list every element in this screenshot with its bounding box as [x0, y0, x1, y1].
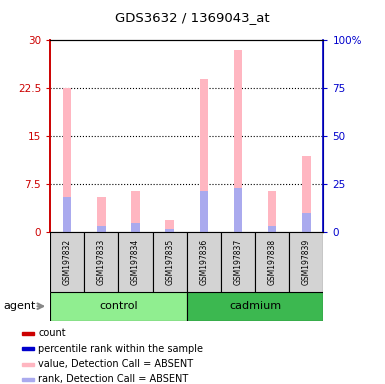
Bar [302, 156, 311, 232]
Bar [234, 50, 242, 232]
Bar [166, 220, 174, 232]
Bar [63, 197, 71, 232]
Bar [63, 88, 71, 232]
Text: GSM197836: GSM197836 [199, 239, 208, 285]
Bar [268, 226, 276, 232]
Bar [97, 226, 105, 232]
Text: agent: agent [4, 301, 36, 311]
Text: GSM197838: GSM197838 [268, 239, 277, 285]
Bar [22, 378, 33, 381]
Text: percentile rank within the sample: percentile rank within the sample [38, 344, 203, 354]
Text: value, Detection Call = ABSENT: value, Detection Call = ABSENT [38, 359, 193, 369]
Bar [50, 232, 84, 292]
Bar [22, 362, 33, 366]
Bar [289, 232, 323, 292]
Bar [131, 223, 140, 232]
Bar [50, 292, 187, 321]
Bar [187, 292, 323, 321]
Bar [221, 232, 255, 292]
Text: GSM197832: GSM197832 [63, 239, 72, 285]
Bar [97, 197, 105, 232]
Bar [199, 191, 208, 232]
Bar [152, 232, 187, 292]
Bar [166, 229, 174, 232]
Text: rank, Detection Call = ABSENT: rank, Detection Call = ABSENT [38, 374, 188, 384]
Text: count: count [38, 328, 65, 338]
Bar [187, 232, 221, 292]
Text: control: control [99, 301, 138, 311]
Text: GSM197833: GSM197833 [97, 239, 106, 285]
Bar [234, 187, 242, 232]
Bar [302, 213, 311, 232]
Bar [22, 332, 33, 335]
Bar [255, 232, 289, 292]
Text: GSM197835: GSM197835 [165, 239, 174, 285]
Bar [131, 191, 140, 232]
Bar [84, 232, 119, 292]
Bar [268, 191, 276, 232]
Text: cadmium: cadmium [229, 301, 281, 311]
Text: GSM197839: GSM197839 [302, 239, 311, 285]
Bar [22, 347, 33, 350]
Bar [119, 232, 152, 292]
Text: GSM197837: GSM197837 [233, 239, 243, 285]
Text: GDS3632 / 1369043_at: GDS3632 / 1369043_at [115, 11, 270, 24]
Bar [199, 79, 208, 232]
Text: GSM197834: GSM197834 [131, 239, 140, 285]
